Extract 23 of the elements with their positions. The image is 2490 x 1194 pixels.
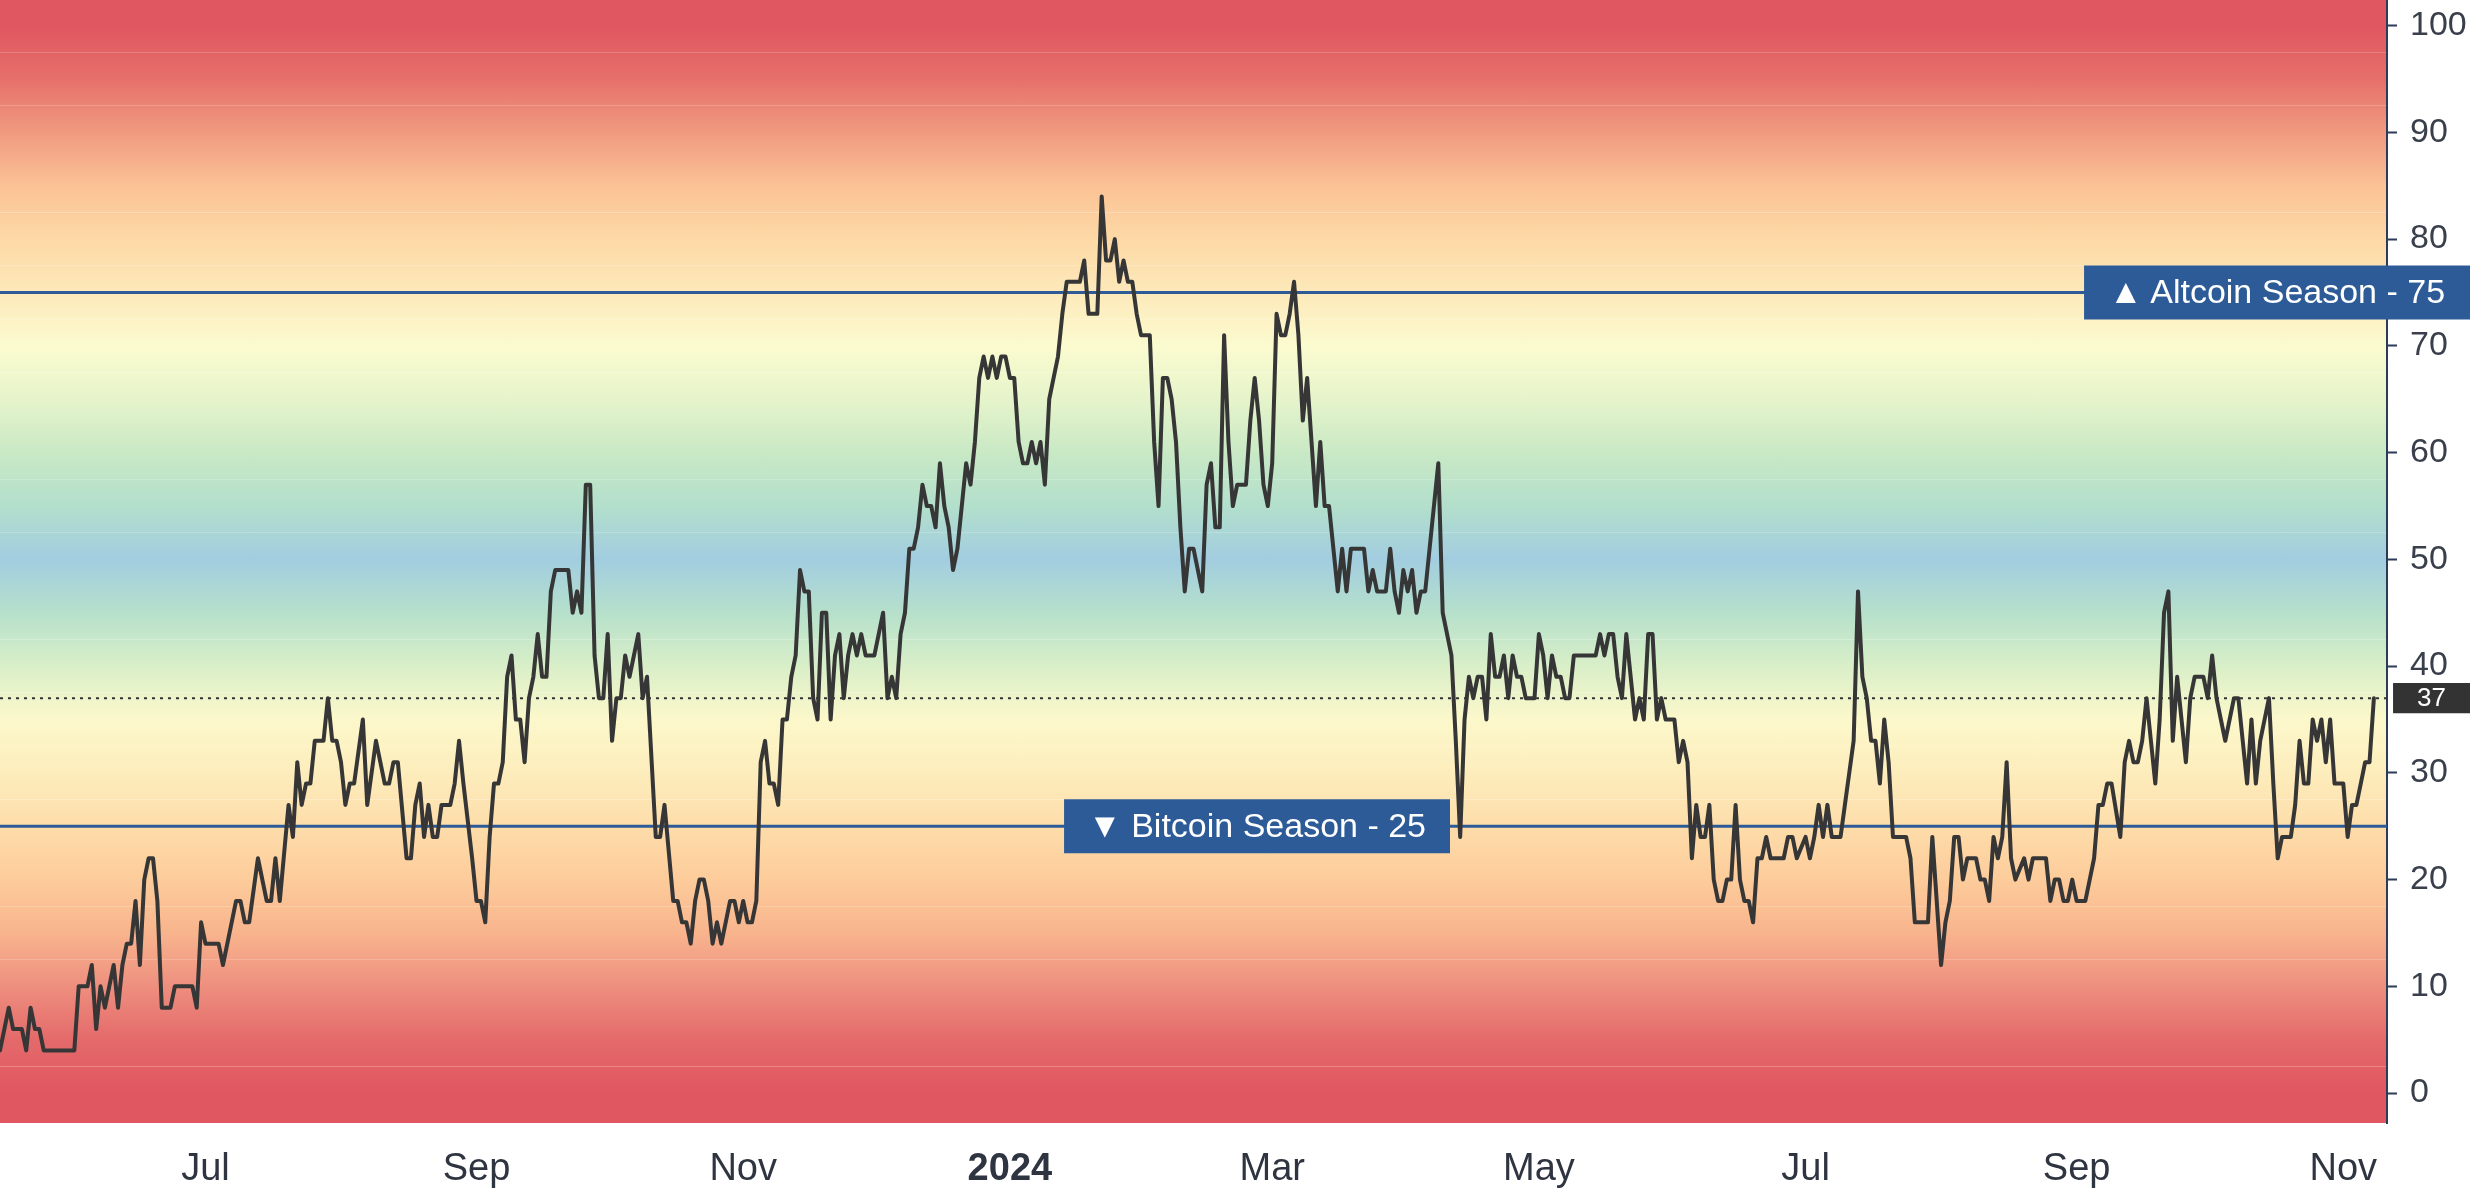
ref-line-label: ▲ Altcoin Season - 75 [2108,271,2446,310]
y-tick-label: 60 [2410,430,2448,469]
y-tick-label: 40 [2410,644,2448,683]
y-tick-label: 0 [2410,1071,2429,1110]
y-tick-label: 80 [2410,217,2448,256]
x-tick-label: Sep [2042,1146,2111,1189]
ref-line-label: ▼ Bitcoin Season - 25 [1088,805,1427,844]
x-tick-label: 2024 [967,1146,1053,1189]
y-tick-label: 100 [2410,3,2467,42]
x-tick-label: Nov [709,1146,777,1189]
ref-line-label: 37 [2417,682,2447,713]
x-tick-label: Jul [181,1146,230,1189]
x-tick-label: Jul [1781,1146,1830,1189]
y-tick-label: 70 [2410,324,2448,363]
y-tick-label: 20 [2410,857,2448,896]
x-tick-label: Sep [442,1146,511,1189]
y-tick-label: 10 [2410,964,2448,1003]
y-tick-label: 50 [2410,537,2448,576]
y-tick-label: 90 [2410,110,2448,149]
x-tick-label: Mar [1239,1146,1306,1189]
x-tick-label: May [1502,1146,1575,1189]
x-tick-label: Nov [2309,1146,2378,1189]
y-tick-label: 30 [2410,751,2448,790]
